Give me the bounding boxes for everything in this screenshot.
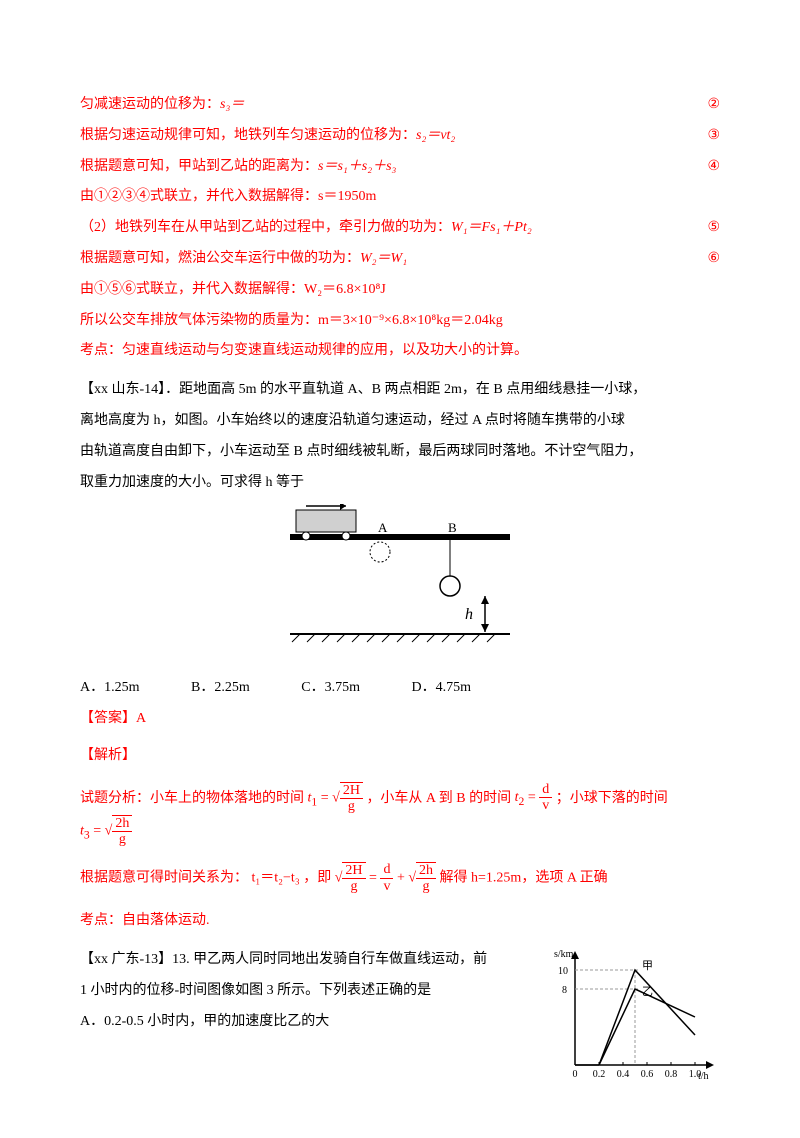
exam-point-1: 考点：匀速直线运动与匀变速直线运动规律的应用，以及功大小的计算。 bbox=[80, 336, 720, 367]
question-1: 【xx 山东-14】．距地面高 5m 的水平直轨道 A、B 两点相距 2m，在 … bbox=[80, 375, 720, 937]
q1-body1: ．距地面高 5m 的水平直轨道 A、B 两点相距 2m，在 B 点用细线悬挂一小… bbox=[165, 382, 646, 397]
q2-body2: 1 小时内的位移-时间图像如图 3 所示。下列表述正确的是 bbox=[80, 976, 540, 1007]
svg-text:甲: 甲 bbox=[642, 960, 653, 972]
q2-line1: 【xx 广东-13】13. 甲乙两人同时同地出发骑自行车做直线运动，前 bbox=[80, 945, 540, 976]
step-2: 根据匀速运动规律可知，地铁列车匀速运动的位移为：s₂＝vt₂ ③ bbox=[80, 121, 720, 152]
q1-diagram: A B h bbox=[80, 504, 720, 667]
al1a: 试题分析：小车上的物体落地的时间 bbox=[80, 790, 304, 805]
q1-exam-point: 考点：自由落体运动. bbox=[80, 906, 720, 937]
svg-text:1.0: 1.0 bbox=[689, 1069, 702, 1080]
cart-diagram-svg: A B h bbox=[250, 504, 550, 654]
svg-text:0: 0 bbox=[573, 1069, 578, 1080]
step-8: 所以公交车排放气体污染物的质量为：m＝3×10⁻⁹×6.8×10⁸kg＝2.04… bbox=[80, 306, 720, 337]
st-graph-svg: s/km t/h 10 8 0 0.2 0.4 0.6 0.8 1.0 bbox=[550, 945, 720, 1085]
al2b: ，即 bbox=[303, 870, 331, 885]
question-2: 【xx 广东-13】13. 甲乙两人同时同地出发骑自行车做直线运动，前 1 小时… bbox=[80, 945, 720, 1098]
step1-text: 匀减速运动的位移为： bbox=[80, 97, 220, 112]
al2eq: t₁＝t₂−t₃ bbox=[252, 870, 300, 885]
svg-text:0.4: 0.4 bbox=[617, 1069, 630, 1080]
q2-body1: 13. 甲乙两人同时同地出发骑自行车做直线运动，前 bbox=[172, 952, 487, 967]
step2-text: 根据匀速运动规律可知，地铁列车匀速运动的位移为： bbox=[80, 128, 416, 143]
al1b: ，小车从 A 到 B 的时间 bbox=[366, 790, 511, 805]
step-4: 由①②③④式联立，并代入数据解得：s＝1950m bbox=[80, 182, 720, 213]
svg-text:h: h bbox=[465, 606, 473, 623]
step-5: （2）地铁列车在从甲站到乙站的过程中，牵引力做的功为：W₁＝Fs₁＋Pt₂ ⑤ bbox=[80, 213, 720, 244]
q1-line1: 【xx 山东-14】．距地面高 5m 的水平直轨道 A、B 两点相距 2m，在 … bbox=[80, 375, 720, 406]
q1-analysis-line2: 根据题意可得时间关系为： t₁＝t₂−t₃ ，即 √2Hg = dv + √2h… bbox=[80, 862, 720, 895]
svg-text:10: 10 bbox=[558, 966, 568, 977]
opt-d: D．4.75m bbox=[411, 673, 471, 704]
step6-formula: W₂＝W₁ bbox=[360, 251, 407, 266]
q1-body3: 由轨道高度自由卸下，小车运动至 B 点时细线被轧断，最后两球同时落地。不计空气阻… bbox=[80, 437, 720, 468]
step3-text: 根据题意可知，甲站到乙站的距离为： bbox=[80, 159, 318, 174]
al2c: 解得 h=1.25m，选项 A 正确 bbox=[440, 870, 608, 885]
opt-b: B．2.25m bbox=[191, 673, 250, 704]
step-6: 根据题意可知，燃油公交车运行中做的功为：W₂＝W₁ ⑥ bbox=[80, 244, 720, 275]
badge-3: ③ bbox=[707, 121, 720, 152]
q2-graph: s/km t/h 10 8 0 0.2 0.4 0.6 0.8 1.0 bbox=[550, 945, 720, 1098]
svg-text:0.2: 0.2 bbox=[593, 1069, 606, 1080]
svg-text:8: 8 bbox=[562, 985, 567, 996]
formula-t1: t1 = √2Hg bbox=[308, 782, 363, 815]
svg-text:s/km: s/km bbox=[554, 949, 574, 960]
formula-t2: t2 = dv bbox=[515, 782, 553, 815]
q1-options: A．1.25m B．2.25m C．3.75m D．4.75m bbox=[80, 673, 720, 704]
svg-text:B: B bbox=[448, 520, 457, 535]
badge-5: ⑤ bbox=[707, 213, 720, 244]
step-1: 匀减速运动的位移为：s₃＝ ② bbox=[80, 90, 720, 121]
q1-body2: 离地高度为 h，如图。小车始终以的速度沿轨道匀速运动，经过 A 点时将随车携带的… bbox=[80, 406, 720, 437]
al2a: 根据题意可得时间关系为： bbox=[80, 870, 248, 885]
step-3: 根据题意可知，甲站到乙站的距离为：s＝s₁＋s₂＋s₃ ④ bbox=[80, 152, 720, 183]
q1-analysis-line1: 试题分析：小车上的物体落地的时间 t1 = √2Hg ，小车从 A 到 B 的时… bbox=[80, 782, 720, 848]
badge-4: ④ bbox=[707, 152, 720, 183]
svg-text:乙: 乙 bbox=[642, 985, 653, 998]
formula-t3: t3 = √2hg bbox=[80, 815, 132, 848]
q1-body4: 取重力加速度的大小。可求得 h 等于 bbox=[80, 468, 720, 499]
q1-analysis-label: 【解析】 bbox=[80, 741, 720, 772]
svg-text:A: A bbox=[378, 520, 388, 535]
q2-text-col: 【xx 广东-13】13. 甲乙两人同时同地出发骑自行车做直线运动，前 1 小时… bbox=[80, 945, 540, 1098]
step5-formula: W₁＝Fs₁＋Pt₂ bbox=[451, 220, 532, 235]
q2-optA: A．0.2-0.5 小时内，甲的加速度比乙的大 bbox=[80, 1007, 540, 1038]
opt-c: C．3.75m bbox=[301, 673, 360, 704]
badge-2: ② bbox=[707, 90, 720, 121]
opt-a: A．1.25m bbox=[80, 673, 140, 704]
formula-eq: √2Hg = dv + √2hg bbox=[335, 862, 436, 895]
badge-6: ⑥ bbox=[707, 244, 720, 275]
step2-formula: s₂＝vt₂ bbox=[416, 128, 455, 143]
step5-text: （2）地铁列车在从甲站到乙站的过程中，牵引力做的功为： bbox=[80, 220, 451, 235]
svg-text:0.6: 0.6 bbox=[641, 1069, 654, 1080]
solution-block: 匀减速运动的位移为：s₃＝ ② 根据匀速运动规律可知，地铁列车匀速运动的位移为：… bbox=[80, 90, 720, 367]
step1-formula: s₃＝ bbox=[220, 97, 244, 112]
step6-text: 根据题意可知，燃油公交车运行中做的功为： bbox=[80, 251, 360, 266]
q2-tag: 【xx 广东-13】 bbox=[80, 952, 172, 967]
step3-formula: s＝s₁＋s₂＋s₃ bbox=[318, 159, 396, 174]
step-7: 由①⑤⑥式联立，并代入数据解得：W₂＝6.8×10⁸J bbox=[80, 275, 720, 306]
svg-text:0.8: 0.8 bbox=[665, 1069, 678, 1080]
al1c: ；小球下落的时间 bbox=[556, 790, 668, 805]
q1-tag: 【xx 山东-14】 bbox=[80, 382, 165, 397]
q1-answer: 【答案】A bbox=[80, 704, 720, 735]
